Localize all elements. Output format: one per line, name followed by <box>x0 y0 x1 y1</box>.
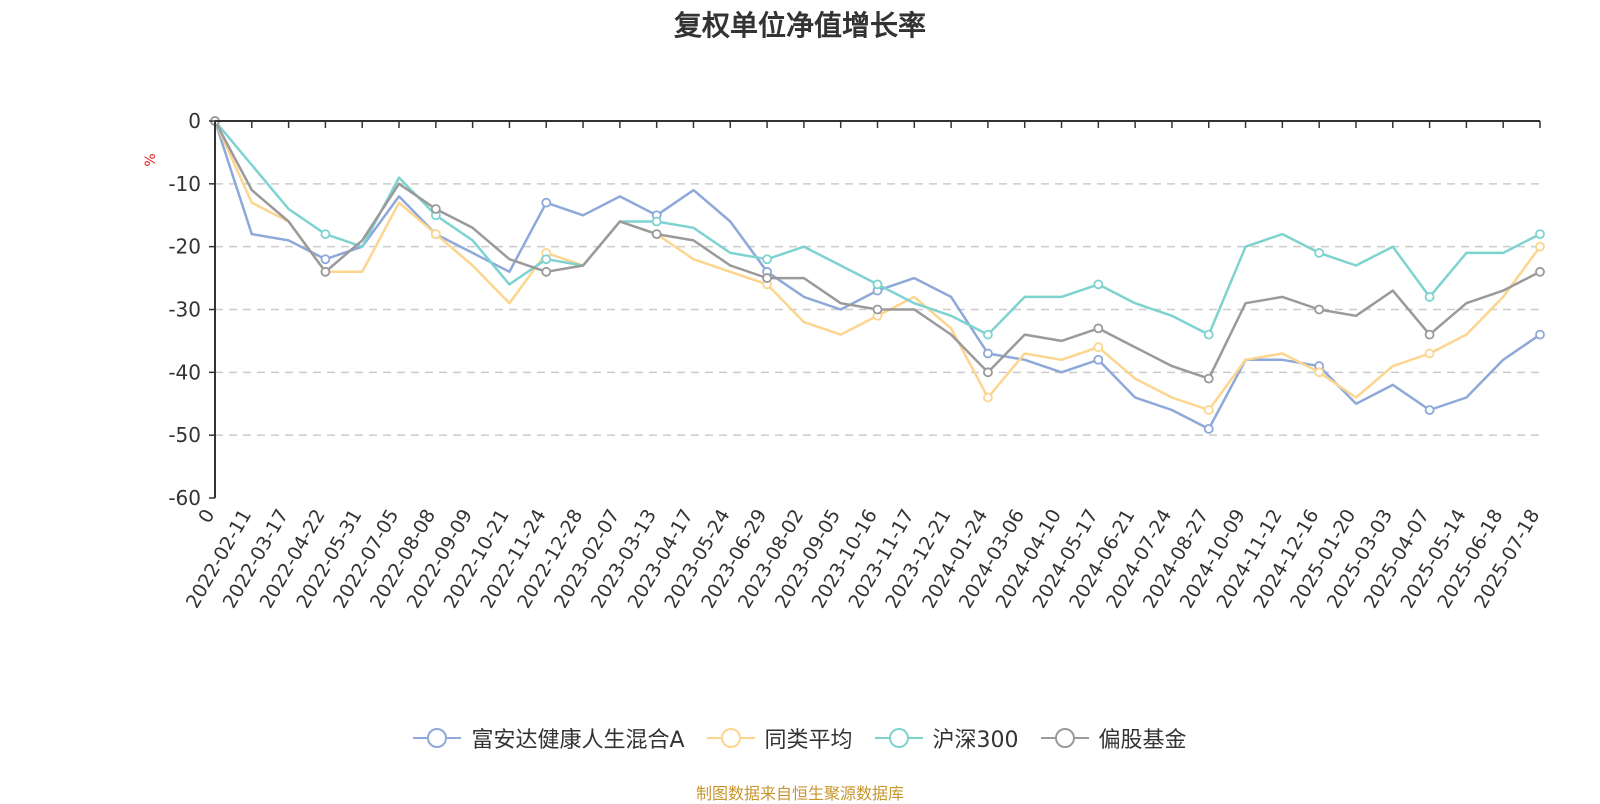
data-point <box>651 216 662 227</box>
data-point <box>1535 229 1545 240</box>
x-tick-label: 0 <box>194 506 219 527</box>
data-point <box>762 273 772 283</box>
data-point <box>1424 405 1435 415</box>
data-point <box>651 229 662 240</box>
data-point <box>1093 354 1104 365</box>
data-point <box>1203 329 1214 340</box>
y-tick-label: -40 <box>168 360 201 384</box>
legend-swatch-peer-average <box>706 728 755 748</box>
series-line <box>213 120 1542 412</box>
legend-swatch-hs300 <box>874 728 923 748</box>
data-point <box>983 367 993 378</box>
legend-label: 同类平均 <box>764 728 853 753</box>
y-tick-label: -10 <box>168 172 201 196</box>
legend-label: 富安达健康人生混合A <box>471 728 685 753</box>
y-axis-unit-label: % <box>143 153 159 166</box>
data-point <box>320 254 331 265</box>
data-point <box>983 329 993 340</box>
source-note: 制图数据来自恒生聚源数据库 <box>695 784 904 803</box>
legend-swatch-equity-fund <box>1040 728 1089 748</box>
data-point <box>1314 304 1325 315</box>
data-point <box>872 304 883 315</box>
series-lines <box>210 116 1545 434</box>
data-point <box>1535 241 1545 252</box>
data-point <box>762 254 772 265</box>
data-point <box>872 279 883 290</box>
series-line <box>213 120 1541 431</box>
data-point <box>1424 348 1435 359</box>
data-point <box>1535 329 1545 340</box>
data-point <box>1203 373 1214 384</box>
y-tick-label: 0 <box>188 109 201 133</box>
y-tick-label: -60 <box>168 486 201 510</box>
data-point <box>1424 329 1435 340</box>
data-point <box>1203 405 1214 415</box>
legend-label: 沪深300 <box>932 728 1019 753</box>
legend-item-fund[interactable]: 富安达健康人生混合A <box>413 722 685 754</box>
legend-item-hs300[interactable]: 沪深300 <box>874 722 1019 754</box>
data-point <box>983 392 993 403</box>
data-point <box>541 266 552 277</box>
chart-title: 复权单位净值增长率 <box>673 9 926 42</box>
legend-item-equity-fund[interactable]: 偏股基金 <box>1040 722 1187 754</box>
data-point <box>1424 292 1435 302</box>
data-point <box>983 348 993 359</box>
data-point <box>430 204 441 214</box>
data-point <box>430 229 441 240</box>
y-tick-label: -30 <box>168 298 201 322</box>
legend-label: 偏股基金 <box>1098 728 1187 753</box>
legend: 富安达健康人生混合A 同类平均 沪深300 偏股基金 <box>0 722 1600 754</box>
data-point <box>320 229 331 240</box>
data-point <box>1314 367 1325 378</box>
data-point <box>1093 279 1104 290</box>
data-point <box>541 254 552 265</box>
data-point <box>1314 248 1325 258</box>
series-line <box>213 120 1541 380</box>
data-point <box>1535 266 1545 277</box>
data-point <box>1093 323 1104 334</box>
y-tick-label: -50 <box>168 423 201 447</box>
data-point <box>1203 423 1214 434</box>
series-line <box>214 120 1541 336</box>
data-point <box>1093 342 1104 353</box>
legend-swatch-fund <box>413 728 462 748</box>
data-point <box>320 266 331 277</box>
y-tick-label: -20 <box>168 235 201 259</box>
data-point <box>541 197 552 208</box>
legend-item-peer-average[interactable]: 同类平均 <box>706 722 853 754</box>
